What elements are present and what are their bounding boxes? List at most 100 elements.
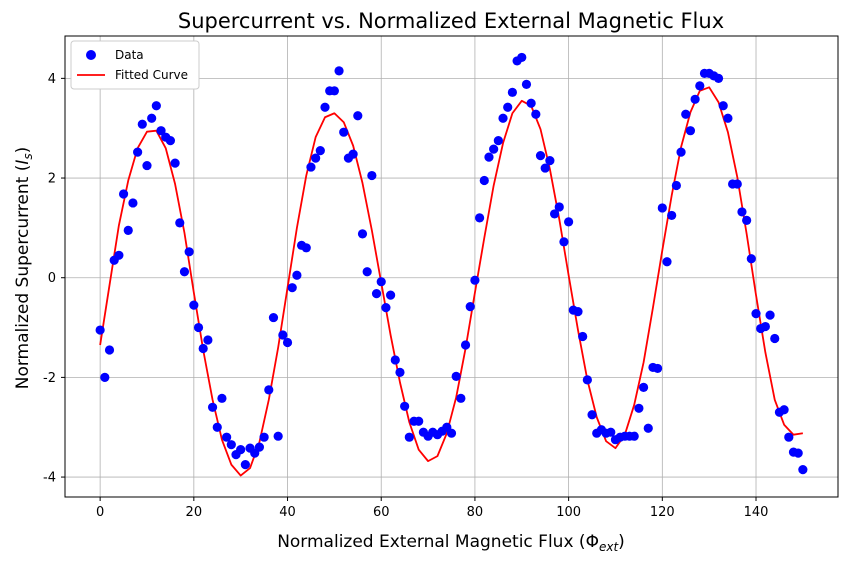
y-tick-label: 0 (48, 271, 56, 286)
data-point (170, 158, 180, 168)
x-tick-label: 80 (467, 505, 484, 520)
data-point (142, 160, 152, 171)
data-point (456, 393, 466, 403)
data-point (742, 215, 752, 225)
data-point (479, 175, 489, 186)
y-axis-ticks: -4 -2 0 2 4 (43, 72, 65, 486)
y-tick-label: -2 (43, 371, 56, 386)
data-point (301, 243, 311, 253)
data-point (770, 333, 780, 344)
x-axis-label: Normalized External Magnetic Flux (Φext) (277, 532, 625, 554)
chart-title: Supercurrent vs. Normalized External Mag… (178, 9, 724, 33)
data-point (212, 422, 222, 432)
data-point (521, 79, 532, 89)
data-point (657, 203, 667, 213)
data-point (320, 102, 330, 112)
data-point (732, 179, 742, 189)
data-point (465, 302, 475, 312)
data-points (95, 52, 808, 475)
data-point (484, 152, 494, 162)
data-point (667, 210, 677, 221)
x-axis-ticks: 0 20 40 60 80 100 120 140 (96, 497, 768, 520)
data-point (240, 460, 250, 470)
data-point (723, 113, 733, 123)
data-point (549, 209, 560, 219)
data-point (535, 151, 546, 161)
data-point (629, 431, 639, 441)
data-point (329, 86, 339, 96)
data-point (259, 432, 269, 442)
data-point (386, 290, 396, 300)
data-point (662, 257, 672, 267)
data-point (348, 149, 358, 159)
data-point (475, 213, 485, 223)
data-point (104, 345, 115, 355)
data-point (793, 448, 803, 458)
data-point (189, 300, 199, 310)
data-point (760, 321, 770, 332)
grid-lines (65, 36, 838, 497)
data-point (353, 111, 363, 121)
data-point (489, 144, 499, 154)
data-point (718, 101, 728, 111)
data-point (685, 126, 696, 136)
legend-marker-data (86, 50, 96, 60)
data-point (559, 237, 569, 247)
data-point (498, 113, 508, 123)
data-point (118, 189, 129, 199)
legend-label-data: Data (115, 48, 144, 62)
data-point (587, 410, 597, 420)
legend-box (70, 40, 200, 90)
x-tick-label: 60 (373, 505, 390, 520)
data-point (123, 225, 133, 235)
data-point (273, 431, 283, 441)
data-point (203, 335, 213, 345)
data-point (695, 81, 705, 91)
data-point (226, 440, 236, 450)
data-point (95, 325, 105, 335)
data-point (311, 153, 321, 163)
data-point (554, 202, 564, 212)
data-point (526, 98, 536, 108)
data-point (151, 101, 161, 111)
data-point (737, 207, 747, 217)
x-tick-label: 140 (744, 505, 769, 520)
y-tick-label: 2 (48, 172, 56, 187)
data-point (175, 218, 185, 228)
data-point (292, 270, 302, 280)
data-point (236, 445, 246, 455)
legend: Data Fitted Curve (70, 40, 200, 90)
data-point (414, 416, 424, 426)
data-point (690, 94, 700, 104)
data-point (713, 73, 724, 83)
legend-label-fitted-curve: Fitted Curve (115, 68, 188, 82)
data-point (381, 303, 391, 313)
x-tick-label: 20 (186, 505, 203, 520)
data-point (493, 136, 503, 146)
data-point (643, 423, 653, 433)
data-point (638, 382, 649, 392)
data-point (147, 113, 157, 123)
data-point (100, 372, 110, 382)
y-tick-label: -4 (43, 471, 56, 486)
data-point (517, 52, 527, 63)
x-tick-label: 0 (96, 505, 104, 520)
data-point (798, 464, 808, 475)
data-point (198, 343, 208, 354)
fitted-curve-layer (99, 86, 804, 477)
data-point (114, 250, 124, 260)
data-point (217, 393, 227, 403)
data-point (339, 127, 349, 137)
data-point (564, 217, 574, 227)
data-point (404, 432, 414, 442)
data-point (334, 66, 344, 76)
data-point (751, 309, 761, 319)
data-point (470, 275, 480, 285)
data-point (137, 119, 147, 129)
data-point (156, 126, 166, 136)
y-tick-label: 4 (48, 72, 56, 87)
data-point (264, 385, 274, 395)
data-point (634, 403, 644, 413)
data-point (193, 322, 204, 333)
